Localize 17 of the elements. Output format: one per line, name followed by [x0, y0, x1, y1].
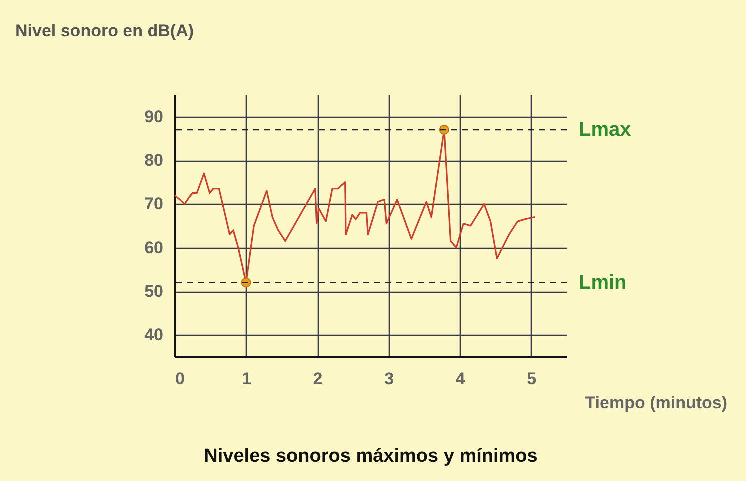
- ref-line-label: Lmin: [579, 272, 627, 294]
- x-tick-label: 5: [527, 370, 537, 388]
- y-tick-label: 90: [144, 107, 164, 126]
- y-tick-label: 40: [144, 326, 164, 345]
- y-tick-label: 60: [144, 238, 164, 258]
- ref-line-label: Lmax: [579, 118, 632, 141]
- text: Niveles sonoros máximos y mínimos: [204, 446, 538, 467]
- x-axis-title: Tiempo (minutos): [585, 394, 728, 412]
- y-tick-label: 80: [144, 151, 164, 170]
- x-tick-label: 4: [456, 370, 466, 388]
- y-tick-label: 70: [144, 194, 164, 214]
- y-tick-label: 50: [144, 282, 164, 301]
- y-axis-title: Nivel sonoro en dB(A): [16, 22, 194, 40]
- x-tick-label: 1: [242, 370, 252, 388]
- x-tick-label: 0: [176, 370, 185, 388]
- x-tick-label: 2: [313, 370, 323, 388]
- x-tick-label: 3: [384, 370, 394, 388]
